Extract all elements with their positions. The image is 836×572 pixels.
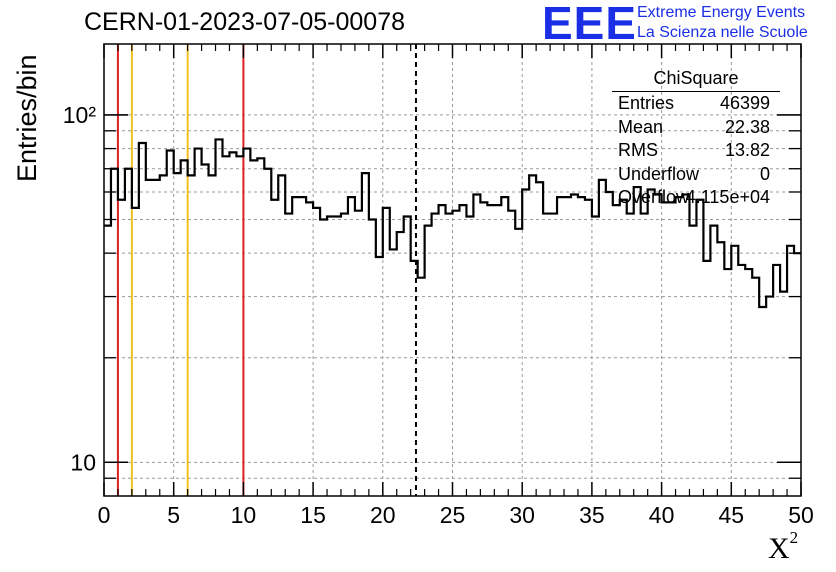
stats-key: Underflow — [618, 163, 700, 184]
marker-lines-layer — [116, 44, 417, 496]
x-tick-label: 20 — [370, 502, 396, 528]
x-tick-label: 45 — [719, 502, 745, 528]
y-tick-label: 10 — [70, 449, 96, 475]
stats-key: RMS — [618, 140, 658, 160]
stats-row-rms: RMS 13.82 — [612, 139, 780, 163]
stats-value: 4.115e+04 — [685, 187, 770, 207]
stats-row-mean: Mean 22.38 — [612, 116, 780, 140]
stats-value: 13.82 — [724, 140, 770, 160]
x-tick-label: 25 — [440, 502, 466, 528]
logo-text: EEE — [542, 0, 634, 44]
stats-value: 0 — [759, 163, 770, 184]
stats-title: ChiSquare — [612, 66, 780, 92]
axis-ticks-layer: 0 5 10 15 20 25 30 35 40 45 50 10 10² — [63, 44, 814, 528]
stats-key: Entries — [618, 93, 675, 113]
x-tick-label: 30 — [509, 502, 535, 528]
stats-key: Mean — [618, 116, 664, 137]
x-tick-label: 15 — [300, 502, 326, 528]
run-title: CERN-01-2023-07-05-00078 — [84, 8, 406, 36]
x-tick-label: 5 — [167, 502, 180, 528]
histogram-series — [104, 138, 801, 309]
eee-logo: EEE — [542, 0, 634, 44]
grid-layer — [104, 44, 801, 496]
x-axis-label: X2 — [768, 528, 799, 565]
x-tick-label: 0 — [98, 502, 111, 528]
stats-key: Overflow — [618, 187, 690, 207]
x-tick-label: 35 — [579, 502, 605, 528]
x-tick-label: 50 — [788, 502, 814, 528]
y-tick-label: 10² — [63, 102, 97, 128]
stats-row-entries: Entries 46399 — [612, 92, 780, 116]
stats-value: 46399 — [719, 93, 770, 113]
x-tick-label: 10 — [231, 502, 257, 528]
stats-row-underflow: Underflow 0 — [612, 163, 780, 187]
y-axis-label: Entries/bin — [12, 54, 42, 182]
x-tick-label: 40 — [649, 502, 675, 528]
logo-line-1: Extreme Energy Events — [637, 4, 806, 21]
stats-box: ChiSquare Entries 46399 Mean 22.38 RMS 1… — [612, 66, 780, 210]
logo-line-2: La Scienza nelle Scuole — [637, 24, 808, 41]
stats-value: 22.38 — [724, 116, 770, 137]
stats-row-overflow: Overflow 4.115e+04 — [612, 186, 780, 210]
